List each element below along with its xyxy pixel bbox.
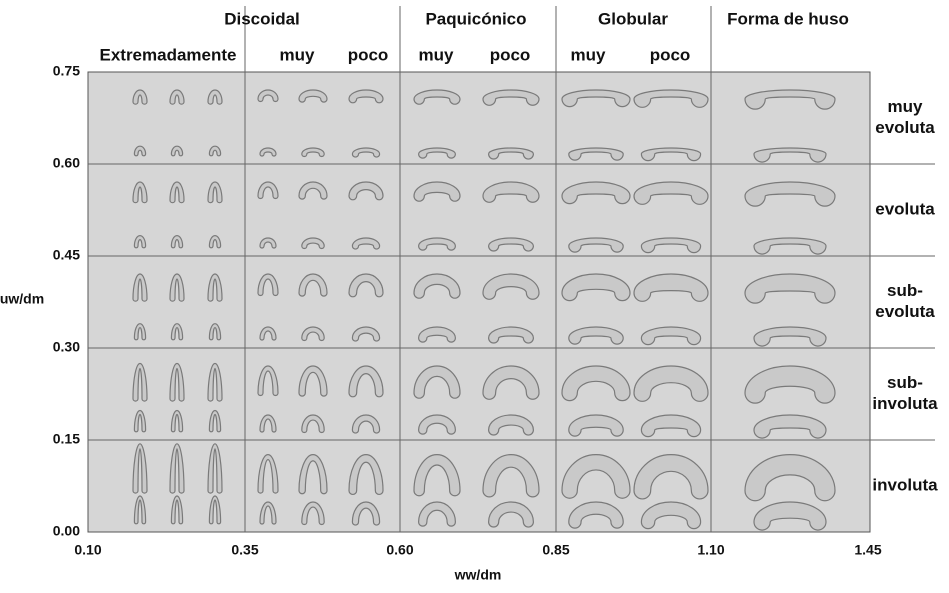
row-label: involuta [872,394,938,413]
x-tick-label: 0.85 [542,542,569,558]
y-tick-label: 0.75 [53,63,80,79]
x-tick-label: 1.10 [697,542,724,558]
y-tick-label: 0.15 [53,431,80,447]
row-label: sub- [887,373,923,392]
row-label: evoluta [875,118,935,137]
sub-label: muy [280,45,316,64]
y-tick-label: 0.45 [53,247,80,263]
sub-label: Extremadamente [99,45,236,64]
group-label: Forma de huso [727,9,849,28]
x-tick-label: 0.10 [74,542,101,558]
row-label: sub- [887,281,923,300]
sub-label: poco [490,45,531,64]
row-label: involuta [872,475,938,494]
diagram: Discoidal Paquicónico Globular Forma de hus… [0,0,949,588]
row-label: evoluta [875,302,935,321]
row-label: muy [888,97,924,116]
x-axis-title: ww/dm [454,567,502,583]
sub-label: poco [348,45,389,64]
y-tick-label: 0.60 [53,155,80,171]
y-tick-label: 0.00 [53,523,80,539]
sub-label: poco [650,45,691,64]
group-label: Paquicónico [425,9,526,28]
group-label: Globular [598,9,668,28]
x-tick-label: 0.35 [231,542,258,558]
sub-label: muy [419,45,455,64]
x-tick-label: 1.45 [854,542,881,558]
y-tick-label: 0.30 [53,339,80,355]
group-label: Discoidal [224,9,300,28]
row-label: evoluta [875,199,935,218]
sub-label: muy [571,45,607,64]
x-tick-label: 0.60 [386,542,413,558]
y-axis-title: uw/dm [0,291,44,307]
